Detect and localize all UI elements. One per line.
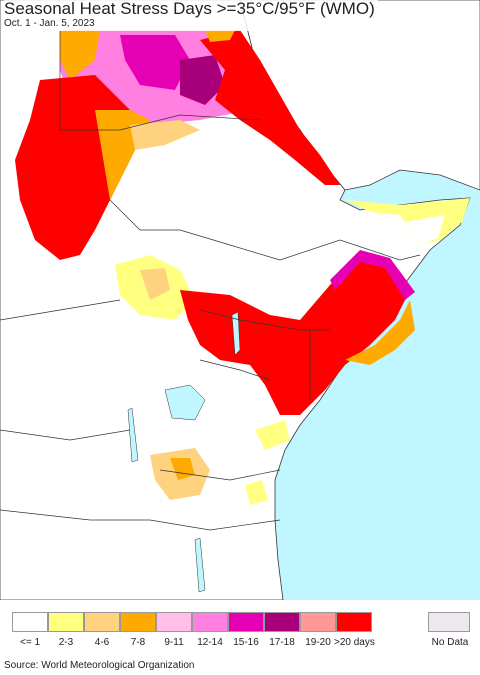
legend-swatch [300,612,336,632]
country-borders [0,30,421,531]
legend: <= 1 2-3 4-6 7-8 9-11 12-14 15-16 17-18 19-20 >20… [12,612,472,652]
legend-swatch [120,612,156,632]
legend-swatch-no-data [428,612,470,632]
north-purple [180,55,225,105]
map-subtitle: Oct. 1 - Jan. 5, 2023 [4,18,95,29]
central-tan-2 [140,268,170,300]
legend-swatch [192,612,228,632]
legend-label: 17-18 [269,637,295,648]
north-orange-2 [205,30,235,42]
legend-label: 19-20 [305,637,331,648]
north-orange [60,30,100,80]
red-sea-red [200,30,340,185]
legend-swatch [228,612,264,632]
legend-swatch [48,612,84,632]
coast-yellow [245,480,268,505]
lake-albert [231,311,241,356]
north-magenta [120,35,190,90]
legend-label-no-data: No Data [431,637,469,648]
legend-label: 2-3 [58,637,74,648]
legend-label: 4-6 [94,637,110,648]
central-tan [130,120,200,150]
heat-stress-map [0,0,480,600]
map-title: Seasonal Heat Stress Days >=35°C/95°F (W… [4,0,375,18]
kenya-coast-yellow [255,420,290,450]
lake-victoria [164,384,206,421]
legend-swatch [156,612,192,632]
lake-malawi [194,537,206,593]
legend-label: <= 1 [19,637,41,648]
east-africa-red [180,255,410,415]
legend-label: 9-11 [164,637,184,648]
legend-label: 12-14 [197,637,223,648]
legend-swatch [12,612,48,632]
legend-label: 15-16 [233,637,259,648]
legend-swatch [264,612,300,632]
tanzania-orange [170,458,195,480]
title-block: Seasonal Heat Stress Days >=35°C/95°F (W… [4,0,378,31]
map-svg [0,0,480,600]
legend-swatch [84,612,120,632]
lake-tanganyika [127,407,139,463]
horn-white [405,215,445,245]
east-orange-edge [345,300,415,365]
legend-swatch [336,612,372,632]
east-magenta-edge [330,250,415,300]
legend-label: 7-8 [130,637,146,648]
source-note: Source: World Meteorological Organizatio… [4,660,195,671]
legend-label: >20 days [334,637,375,648]
